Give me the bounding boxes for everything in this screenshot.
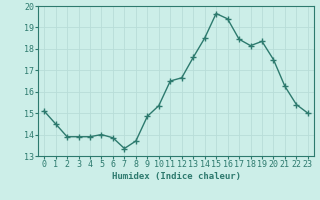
X-axis label: Humidex (Indice chaleur): Humidex (Indice chaleur): [111, 172, 241, 181]
